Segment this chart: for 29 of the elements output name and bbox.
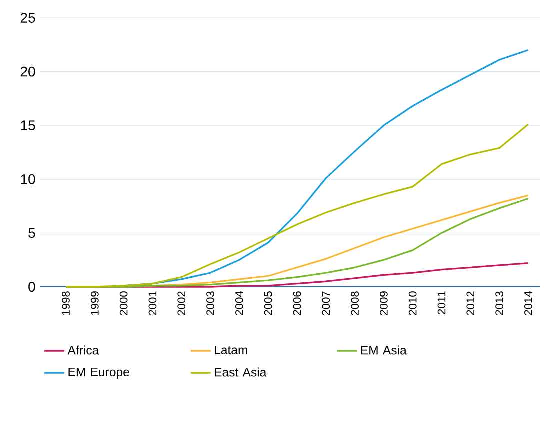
x-tick-label: 2002	[178, 292, 186, 316]
y-tick-label: 20	[20, 66, 36, 77]
legend-label: Africa	[68, 346, 100, 355]
x-tick-label: 2006	[293, 292, 302, 316]
x-tick-label: 2011	[438, 292, 446, 315]
y-tick-label: 5	[28, 228, 36, 238]
y-tick-label: 10	[21, 174, 36, 184]
x-tick-label: 2007	[322, 292, 330, 316]
legend-label: EM Asia	[361, 346, 407, 355]
x-tick-label: 2000	[120, 292, 128, 316]
x-tick-label: 2014	[524, 291, 532, 316]
y-tick-label: 0	[28, 282, 36, 292]
x-tick-label: 2010	[408, 292, 417, 316]
line-series	[65, 124, 530, 288]
x-tick-label: 2003	[206, 292, 214, 316]
x-tick-label: 2008	[351, 292, 359, 316]
x-tick-label: 1999	[90, 292, 99, 316]
y-tick-label: 15	[21, 120, 36, 130]
legend-label: East Asia	[215, 368, 267, 377]
x-tick-label: 2004	[235, 291, 244, 316]
x-tick-label: 2005	[264, 292, 272, 316]
legend-label: EM Europe	[68, 368, 130, 379]
x-tick-label: 2012	[466, 292, 475, 316]
x-tick-label: 2013	[496, 292, 504, 316]
legend-label: Latam	[215, 346, 248, 355]
x-tick-label: 1998	[62, 292, 70, 316]
x-tick-label: 2001	[148, 292, 157, 316]
y-tick-label: 25	[20, 13, 36, 23]
x-tick-label: 2009	[380, 292, 388, 316]
